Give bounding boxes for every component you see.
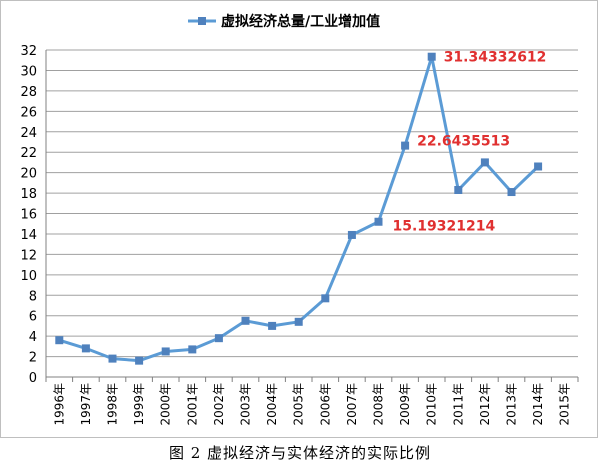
data-point-marker (81, 344, 90, 353)
legend-marker-swatch (198, 17, 206, 25)
y-tick-label: 12 (20, 248, 37, 263)
data-point-marker (241, 316, 250, 325)
gridlines (46, 49, 578, 358)
x-tick-label: 2015年 (558, 383, 572, 426)
data-point-marker (161, 347, 170, 356)
data-point-marker (347, 230, 356, 239)
y-tick-label: 30 (20, 64, 37, 79)
x-tick-label: 2013年 (505, 383, 519, 426)
series-polyline (58, 55, 540, 363)
x-tick-label: 2002年 (212, 383, 226, 426)
x-tick-label: 1998年 (106, 383, 120, 426)
y-tick-label: 8 (29, 289, 37, 304)
data-point-marker (268, 321, 277, 330)
x-tick-label: 2011年 (451, 383, 465, 426)
series-markers (55, 52, 543, 365)
legend: 虚拟经济总量/工业增加值 (188, 13, 380, 30)
data-point-marker (427, 52, 436, 61)
axes (45, 50, 579, 382)
y-tick-label: 14 (20, 228, 37, 243)
y-tick-label: 24 (20, 126, 37, 141)
x-tick-label: 2005年 (292, 383, 306, 426)
figure-caption: 图 2 虚拟经济与实体经济的实际比例 (168, 444, 432, 462)
x-tick-label: 2003年 (239, 383, 253, 426)
x-tick-label: 2000年 (159, 383, 173, 426)
series-line (58, 55, 540, 363)
x-tick-label: 1997年 (79, 383, 93, 426)
x-tick-label: 2014年 (531, 383, 545, 426)
data-label: 22.6435513 (417, 134, 510, 150)
x-tick-label: 2004年 (265, 383, 279, 426)
x-tick-label: 1999年 (132, 383, 146, 426)
y-tick-label: 32 (20, 44, 37, 59)
data-label: 31.34332612 (444, 50, 547, 66)
y-tick-label: 22 (20, 146, 37, 161)
data-labels: 15.19321214 22.6435513 31.34332612 (393, 50, 547, 235)
data-point-marker (135, 356, 144, 365)
data-point-marker (401, 141, 410, 150)
data-point-marker (374, 217, 383, 226)
y-tick-label: 26 (20, 105, 37, 120)
x-tick-label: 2007年 (345, 383, 359, 426)
data-label: 15.19321214 (393, 219, 496, 235)
x-tick-labels: 1996年 1997年 1998年 1999年 2000年 2001年 2002年 2003年… (52, 383, 571, 426)
x-tick-label: 2010年 (425, 383, 439, 426)
x-tick-label: 2008年 (372, 383, 386, 426)
data-point-marker (507, 188, 516, 197)
y-tick-label: 10 (20, 269, 37, 284)
y-tick-label: 20 (20, 167, 37, 182)
data-point-marker (108, 354, 117, 363)
y-tick-label: 0 (29, 371, 37, 386)
y-tick-label: 18 (20, 187, 37, 202)
data-point-marker (321, 294, 330, 303)
chart-frame: 0 2 4 6 8 10 12 14 16 18 20 22 24 26 28 30 32 1996年 1997年… (0, 0, 598, 438)
x-tick-label: 2001年 (185, 383, 199, 426)
data-point-marker (214, 334, 223, 343)
data-point-marker (55, 336, 64, 345)
x-tick-label: 2006年 (318, 383, 332, 426)
y-tick-label: 4 (29, 330, 37, 345)
data-point-marker (454, 185, 463, 194)
data-point-marker (480, 158, 489, 167)
y-tick-label: 16 (20, 208, 37, 223)
x-tick-label: 2009年 (398, 383, 412, 426)
x-tick-label: 2012年 (478, 383, 492, 426)
data-point-marker (188, 345, 197, 354)
y-tick-label: 6 (29, 310, 37, 325)
x-tick-label: 1996年 (52, 383, 66, 426)
y-tick-label: 28 (20, 85, 37, 100)
y-tick-label: 2 (29, 351, 37, 366)
data-point-marker (294, 317, 303, 326)
legend-label: 虚拟经济总量/工业增加值 (221, 13, 380, 30)
data-point-marker (534, 162, 543, 171)
